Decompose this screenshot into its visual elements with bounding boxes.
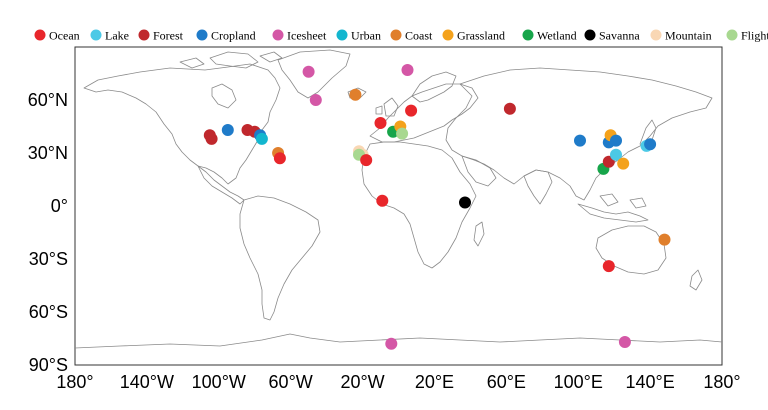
site-marker-icesheet <box>309 94 322 106</box>
greenland-outline <box>277 49 351 99</box>
madagascar-outline <box>473 221 485 247</box>
legend-marker-forest <box>138 29 150 41</box>
legend-marker-mountain <box>650 29 662 41</box>
site-marker-ocean <box>273 152 286 165</box>
legend-label-cropland: Cropland <box>211 29 256 43</box>
india-outline <box>523 169 553 205</box>
legend-label-wetland: Wetland <box>537 29 577 43</box>
y-tick-label: 60°N <box>28 90 68 110</box>
indonesia-outline <box>577 193 649 223</box>
observation-sites <box>203 64 671 350</box>
legend-item-urban: Urban <box>336 29 381 43</box>
legend-item-wetland: Wetland <box>522 29 577 43</box>
legend-label-lake: Lake <box>105 29 129 43</box>
site-marker-cropland <box>574 134 586 147</box>
site-marker-ocean <box>360 154 373 167</box>
y-tick-label: 0° <box>51 196 68 216</box>
legend: Ocean Lake Forest Cropland Icesheet Urban Coas… <box>34 29 768 43</box>
site-marker-icesheet <box>385 337 398 350</box>
arabia-outline <box>461 155 497 187</box>
legend-label-flight: Flight <box>741 29 768 43</box>
hudson-bay <box>211 83 237 109</box>
legend-item-icesheet: Icesheet <box>272 29 327 43</box>
arctic-islands <box>179 51 283 69</box>
x-tick-label: 60°E <box>487 372 526 392</box>
legend-marker-ocean <box>34 29 46 41</box>
iceland-outline <box>347 87 367 99</box>
x-tick-label: 20°W <box>340 372 384 392</box>
legend-item-lake: Lake <box>90 29 129 43</box>
x-tick-label: 180° <box>703 372 740 392</box>
legend-label-forest: Forest <box>153 29 184 43</box>
x-tick-label: 140°W <box>120 372 174 392</box>
legend-marker-savanna <box>584 29 596 41</box>
legend-marker-urban <box>336 29 348 41</box>
legend-item-grassland: Grassland <box>442 29 505 43</box>
site-marker-ocean <box>602 260 615 273</box>
legend-marker-wetland <box>522 29 534 41</box>
site-marker-coast <box>349 88 362 101</box>
legend-item-ocean: Ocean <box>34 29 80 43</box>
site-marker-cropland <box>221 124 234 136</box>
legend-marker-cropland <box>196 29 208 41</box>
legend-item-coast: Coast <box>390 29 433 43</box>
x-tick-label: 140°E <box>625 372 674 392</box>
australia-outline <box>595 225 667 275</box>
site-marker-forest <box>503 102 516 115</box>
x-tick-label: 180° <box>56 372 93 392</box>
legend-label-icesheet: Icesheet <box>287 29 327 43</box>
south-america-outline <box>239 195 321 321</box>
site-marker-icesheet <box>401 64 414 76</box>
map-frame <box>74 46 723 366</box>
legend-item-mountain: Mountain <box>650 29 712 43</box>
site-marker-cropland <box>644 138 657 151</box>
legend-label-urban: Urban <box>351 29 381 43</box>
site-marker-icesheet <box>618 336 631 348</box>
y-tick-label: 60°S <box>29 302 68 322</box>
legend-marker-flight <box>726 29 738 41</box>
legend-item-forest: Forest <box>138 29 184 43</box>
site-marker-coast <box>658 233 671 246</box>
site-marker-urban <box>255 132 268 145</box>
legend-marker-grassland <box>442 29 454 41</box>
y-tick-label: 30°N <box>28 143 68 163</box>
site-marker-lake <box>610 148 622 161</box>
british-isles-outline <box>375 97 399 117</box>
x-tick-label: 20°E <box>415 372 454 392</box>
y-tick-label: 30°S <box>29 249 68 269</box>
north-america-outline <box>83 63 281 185</box>
legend-marker-coast <box>390 29 402 41</box>
site-marker-forest <box>205 132 218 145</box>
legend-item-savanna: Savanna <box>584 29 640 43</box>
site-marker-savanna <box>459 196 471 209</box>
site-marker-icesheet <box>302 65 315 78</box>
scandinavia-outline <box>411 71 457 103</box>
legend-label-grassland: Grassland <box>457 29 505 43</box>
legend-item-flight: Flight <box>726 29 768 43</box>
x-tick-label: 60°W <box>269 372 313 392</box>
asia-outline <box>445 67 713 201</box>
x-tick-label: 100°E <box>554 372 603 392</box>
y-axis-ticks: 60°N 30°N 0° 30°S 60°S 90°S <box>28 90 68 375</box>
x-axis-ticks: 180° 140°W 100°W 60°W 20°W 20°E 60°E 100°E 140°E… <box>56 372 740 392</box>
new-zealand-outline <box>689 269 703 291</box>
legend-marker-lake <box>90 29 102 41</box>
site-marker-grassland <box>617 157 630 170</box>
site-marker-ocean <box>374 117 387 129</box>
legend-marker-icesheet <box>272 29 284 41</box>
y-tick-label: 90°S <box>29 355 68 375</box>
legend-label-coast: Coast <box>405 29 433 43</box>
legend-item-cropland: Cropland <box>196 29 256 43</box>
site-marker-cropland <box>610 134 622 147</box>
site-marker-ocean <box>405 104 418 117</box>
legend-label-ocean: Ocean <box>49 29 80 43</box>
site-marker-ocean <box>376 194 389 207</box>
site-marker-flight <box>396 127 409 140</box>
x-tick-label: 100°W <box>192 372 246 392</box>
europe-outline <box>369 83 479 143</box>
legend-label-savanna: Savanna <box>599 29 640 43</box>
legend-label-mountain: Mountain <box>665 29 712 43</box>
